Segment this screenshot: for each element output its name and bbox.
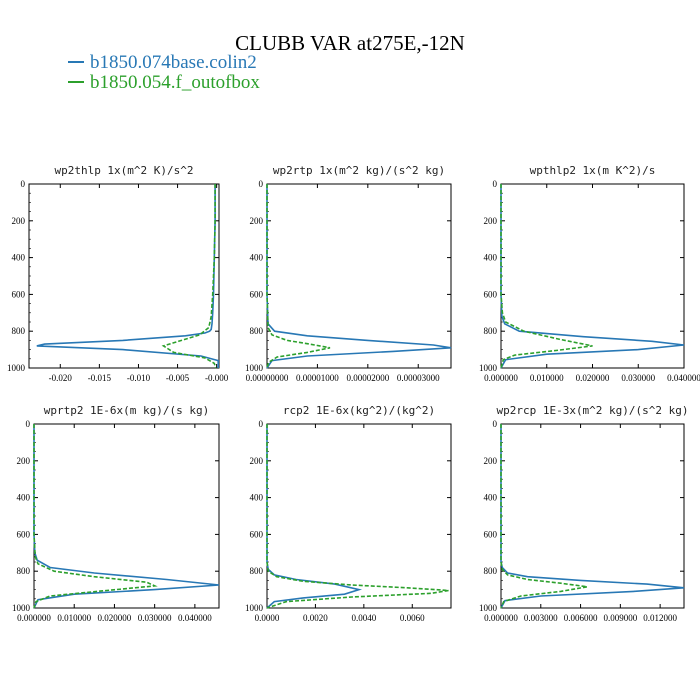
y-tick-label: 0	[259, 419, 264, 429]
x-tick-label: 0.000000	[484, 613, 518, 623]
x-tick-label: 0.010000	[530, 373, 564, 383]
legend: b1850.074base.colin2 b1850.054.f_outofbo…	[68, 53, 260, 93]
x-tick-label: 0.030000	[621, 373, 655, 383]
y-tick-label: 800	[250, 326, 264, 336]
y-tick-label: 0	[493, 419, 498, 429]
x-tick-label: -0.005	[166, 373, 190, 383]
x-tick-label: 0.040000	[667, 373, 700, 383]
y-tick-label: 800	[484, 326, 498, 336]
series-line-outofbox	[266, 424, 449, 609]
legend-entry-1: b1850.074base.colin2	[68, 53, 260, 73]
series-line-base-colin2	[266, 424, 363, 609]
y-tick-label: 600	[484, 529, 498, 539]
x-tick-label: -0.010	[127, 373, 151, 383]
x-tick-label: 0.030000	[138, 613, 172, 623]
y-tick-label: 0	[493, 179, 498, 189]
x-tick-label: 0.00003000	[397, 373, 440, 383]
y-tick-label: 400	[250, 253, 264, 263]
y-tick-label: 400	[484, 493, 498, 503]
legend-label-2: b1850.054.f_outofbox	[90, 72, 260, 93]
x-tick-label: 0.0040	[351, 613, 376, 623]
y-tick-label: 1000	[479, 363, 498, 373]
series-line-outofbox	[33, 424, 158, 609]
x-tick-label: 0.00002000	[346, 373, 389, 383]
y-tick-label: 1000	[245, 603, 264, 613]
y-tick-label: 800	[484, 566, 498, 576]
panel-title-4: wprtp2 1E-6x(m kg)/(s kg)	[44, 404, 210, 417]
figure-title: CLUBB VAR at275E,-12N	[235, 31, 465, 55]
x-tick-label: 0.012000	[643, 613, 677, 623]
x-tick-label: 0.003000	[524, 613, 558, 623]
y-tick-label: 200	[17, 456, 31, 466]
x-tick-label: 0.00000000	[246, 373, 289, 383]
y-tick-label: 0	[259, 179, 264, 189]
y-tick-label: 1000	[7, 363, 26, 373]
series-line-base-colin2	[33, 424, 220, 609]
panel-title-5: rcp2 1E-6x(kg^2)/(kg^2)	[283, 404, 435, 417]
series-line-base-colin2	[500, 184, 685, 369]
y-tick-label: 800	[250, 566, 264, 576]
x-tick-label: 0.000000	[17, 613, 51, 623]
x-tick-label: 0.0060	[400, 613, 425, 623]
y-tick-label: 400	[250, 493, 264, 503]
legend-entry-2: b1850.054.f_outofbox	[68, 73, 260, 93]
x-tick-label: 0.0020	[303, 613, 328, 623]
x-tick-label: 0.0000	[255, 613, 280, 623]
x-tick-label: 0.00001000	[296, 373, 339, 383]
y-tick-label: 600	[484, 289, 498, 299]
y-tick-label: 800	[12, 326, 26, 336]
legend-swatch-2	[68, 80, 84, 83]
x-tick-label: 0.020000	[576, 373, 610, 383]
y-tick-label: 600	[17, 529, 31, 539]
y-tick-label: 200	[250, 456, 264, 466]
y-tick-label: 1000	[12, 603, 31, 613]
x-tick-label: -0.020	[49, 373, 73, 383]
series-line-base-colin2	[266, 184, 452, 369]
y-tick-label: 600	[250, 529, 264, 539]
series-line-outofbox	[161, 184, 217, 369]
series-line-base-colin2	[500, 424, 685, 609]
y-tick-label: 1000	[245, 363, 264, 373]
plot-frame-3	[500, 183, 685, 369]
x-tick-label: -0.000	[205, 373, 229, 383]
legend-swatch-1	[68, 60, 84, 63]
y-tick-label: 800	[17, 566, 31, 576]
series-line-outofbox	[266, 184, 331, 369]
y-tick-label: 600	[250, 289, 264, 299]
legend-label-1: b1850.074base.colin2	[90, 52, 257, 73]
y-tick-label: 200	[250, 216, 264, 226]
y-tick-label: 1000	[479, 603, 498, 613]
x-tick-label: 0.009000	[603, 613, 637, 623]
x-tick-label: 0.020000	[98, 613, 132, 623]
panel-title-6: wp2rcp 1E-3x(m^2 kg)/(s^2 kg)	[496, 404, 688, 417]
y-tick-label: 200	[484, 456, 498, 466]
y-tick-label: 600	[12, 289, 26, 299]
y-tick-label: 0	[21, 179, 26, 189]
x-tick-label: 0.000000	[484, 373, 518, 383]
y-tick-label: 200	[12, 216, 26, 226]
series-line-outofbox	[500, 184, 593, 369]
x-tick-label: -0.015	[88, 373, 112, 383]
panel-title-2: wp2rtp 1x(m^2 kg)/(s^2 kg)	[273, 164, 445, 177]
panel-title-3: wpthlp2 1x(m K^2)/s	[530, 164, 656, 177]
x-tick-label: 0.010000	[57, 613, 91, 623]
series-line-outofbox	[500, 424, 588, 609]
panel-title-1: wp2thlp 1x(m^2 K)/s^2	[54, 164, 193, 177]
x-tick-label: 0.006000	[564, 613, 598, 623]
y-tick-label: 200	[484, 216, 498, 226]
y-tick-label: 400	[484, 253, 498, 263]
series-line-base-colin2	[36, 184, 219, 368]
y-tick-label: 400	[12, 253, 26, 263]
y-tick-label: 400	[17, 493, 31, 503]
x-tick-label: 0.040000	[178, 613, 212, 623]
y-tick-label: 0	[26, 419, 31, 429]
